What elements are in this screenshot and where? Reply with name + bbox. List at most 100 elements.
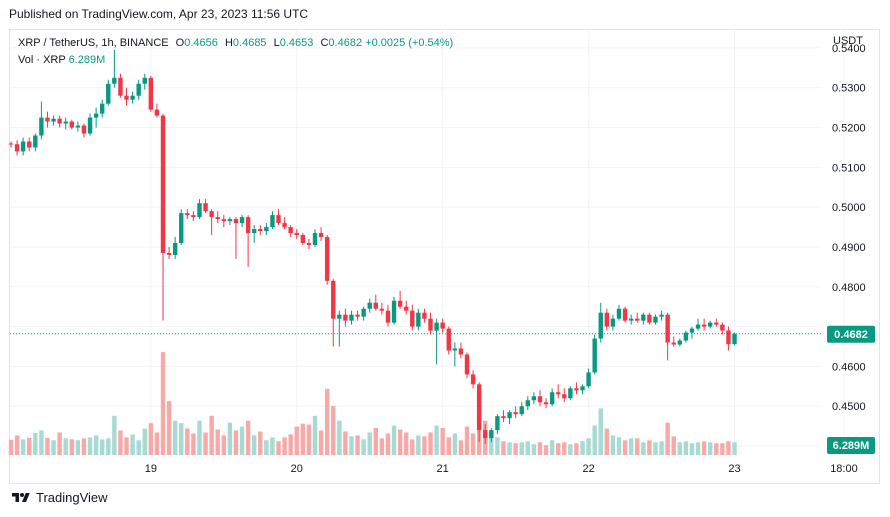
candle-body <box>337 314 342 319</box>
volume-bar <box>124 437 129 455</box>
time-axis: 19 20 21 22 23 18:00 <box>145 463 858 475</box>
volume-bar <box>732 442 737 455</box>
volume-bar <box>574 443 579 455</box>
candle-body <box>489 430 494 439</box>
candle-body <box>112 77 117 84</box>
candle-body <box>513 412 518 415</box>
candle-body <box>63 121 68 124</box>
volume-bar <box>531 444 537 455</box>
candle-body <box>318 233 324 238</box>
open-value: 0.4656 <box>184 37 218 49</box>
candle-body <box>57 118 62 124</box>
volume-bar <box>562 442 567 455</box>
candle-body <box>160 115 166 253</box>
volume-bar <box>464 426 470 455</box>
volume-bar <box>434 425 439 455</box>
candle-body <box>385 310 391 323</box>
candle-body <box>203 203 208 212</box>
close-label: C <box>320 37 329 49</box>
volume-bar <box>27 437 32 455</box>
candle-body <box>574 388 579 391</box>
brand-name: TradingView <box>36 490 108 505</box>
volume-bar <box>361 439 366 455</box>
candle-body <box>361 308 366 317</box>
volume-bar <box>495 437 500 455</box>
candle-body <box>221 219 226 222</box>
candle-body <box>458 348 464 355</box>
candle-body <box>434 322 439 331</box>
candle-body <box>215 217 220 220</box>
candle-body <box>586 372 591 387</box>
candle-body <box>33 135 38 148</box>
candle-body <box>373 302 378 309</box>
volume-bar <box>172 420 178 455</box>
symbol-label[interactable]: XRP / TetherUS, 1h, BINANCE <box>18 37 169 49</box>
volume-bar <box>154 432 160 455</box>
time-tick-label: 23 <box>728 463 740 475</box>
volume-bar <box>57 432 62 455</box>
volume-label[interactable]: Vol · XRP <box>18 54 66 66</box>
candle-body <box>172 243 178 255</box>
candle-body <box>209 211 214 218</box>
candle-body <box>282 223 287 228</box>
candle-body <box>695 324 701 329</box>
volume-bar <box>100 439 105 455</box>
candle-body <box>93 113 99 118</box>
candle-body <box>81 125 87 134</box>
candle-body <box>495 416 500 431</box>
volume-bar <box>75 440 81 455</box>
candle-body <box>701 324 707 327</box>
candle-body <box>27 141 32 148</box>
volume-bar <box>331 406 336 455</box>
volume-bar <box>270 437 275 455</box>
volume-bar <box>276 441 281 455</box>
candle-body <box>300 235 306 243</box>
volume-bar <box>343 431 348 455</box>
candle-body <box>507 412 512 419</box>
tradingview-logo-icon <box>12 492 30 502</box>
candle-body <box>87 117 93 134</box>
candle-body <box>227 219 233 222</box>
volume-bar <box>324 388 330 455</box>
candle-body <box>367 302 372 309</box>
candle-body <box>452 348 458 351</box>
candle-body <box>20 141 26 152</box>
low-value: 0.4653 <box>279 37 314 49</box>
footer-brand[interactable]: TradingView <box>10 490 108 505</box>
candle-body <box>324 237 330 281</box>
volume-bar <box>592 425 597 455</box>
volume-bar <box>373 428 378 455</box>
candle-body <box>270 215 275 228</box>
volume-bar <box>659 441 664 455</box>
candle-body <box>464 354 470 375</box>
volume-bar <box>513 443 518 455</box>
volume-bar <box>306 424 312 455</box>
candle-body <box>252 229 257 234</box>
volume-bar <box>598 408 603 455</box>
candle-body <box>197 203 202 218</box>
candle-body <box>720 324 725 331</box>
volume-bar <box>683 441 689 455</box>
volume-bar <box>410 439 415 455</box>
candle-body <box>355 314 360 317</box>
volume-bar <box>252 435 257 455</box>
volume-bar <box>160 352 166 455</box>
volume-bar <box>245 420 251 455</box>
candle-body <box>136 83 141 96</box>
candle-body <box>410 310 415 327</box>
candle-body <box>732 333 737 345</box>
volume-bar <box>452 433 458 455</box>
volume-bar <box>653 442 658 455</box>
volume-bar <box>148 423 154 455</box>
candle-body <box>45 117 50 122</box>
last-volume-tag <box>827 437 875 454</box>
candle-body <box>343 314 348 321</box>
candle-body <box>671 342 676 345</box>
volume-bar <box>39 430 44 455</box>
candle-body <box>276 215 281 224</box>
candle-body <box>148 77 154 110</box>
volume-bar <box>93 435 99 455</box>
volume-bar <box>118 430 123 455</box>
